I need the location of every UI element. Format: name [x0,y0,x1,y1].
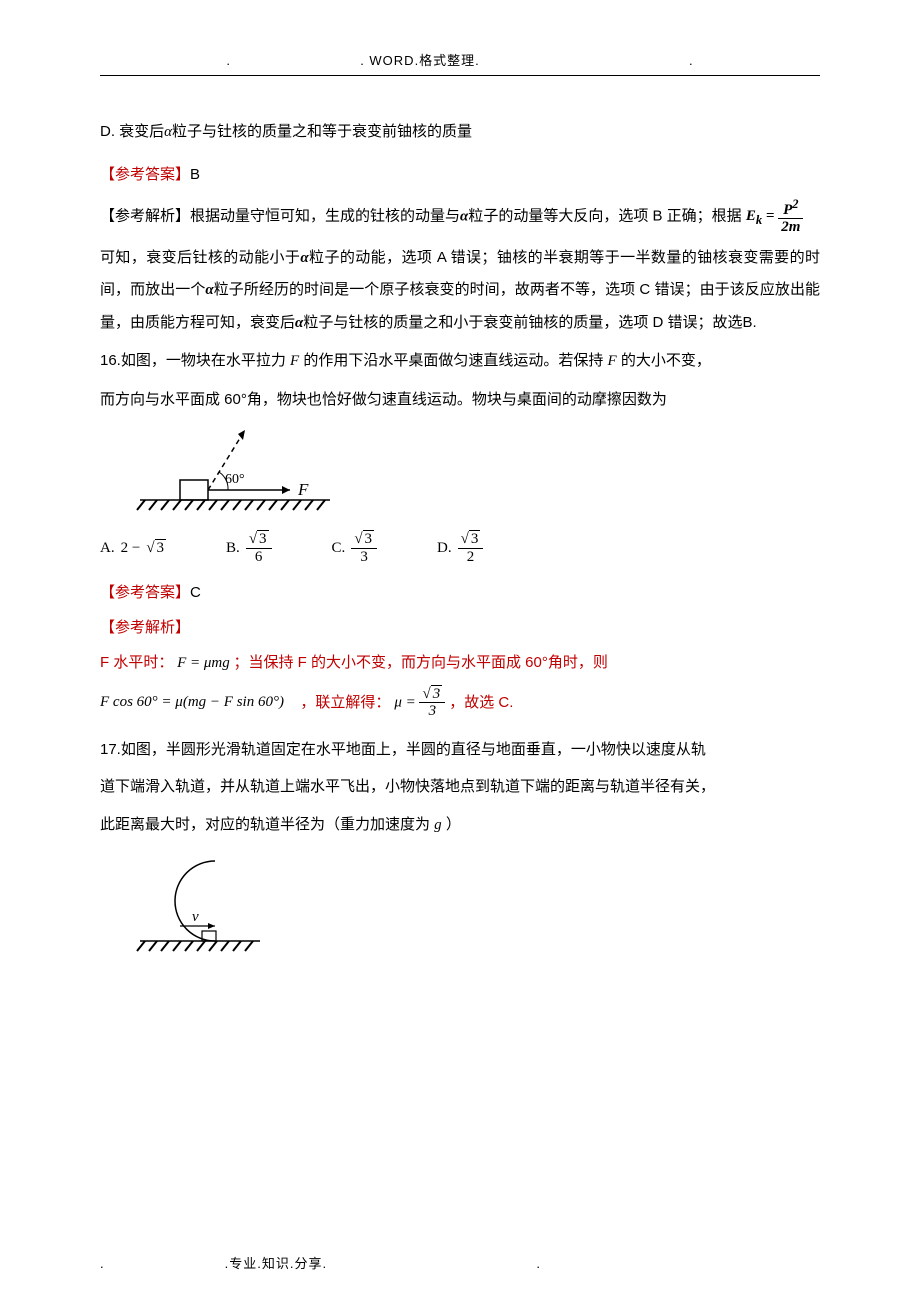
q16-diagram: 60° F [130,425,820,515]
q16-solution-1: F 水平时： F = μmg ；当保持 F 的大小不变，而方向与水平面成 60°… [100,647,820,680]
angle-label: 60° [225,472,245,487]
q16-option-d: D. 32 [437,531,483,565]
q16-stem-1: 16.如图，一物块在水平拉力 F 的作用下沿水平桌面做匀速直线运动。若保持 F … [100,345,820,378]
q16-option-c: C. 33 [332,531,378,565]
eq2: F cos 60° = μ(mg − F sin 60°) [100,687,284,719]
header-right: . [689,53,694,68]
q15-answer: 【参考答案】B [100,163,820,184]
q15-a1-t2: 粒子的动量等大反向，选项 B 正确；根据 [468,207,741,224]
footer-center: .专业.知识.分享. [225,1256,327,1271]
q16-solution-2: F cos 60° = μ(mg − F sin 60°) ，联立解得： μ =… [100,686,820,720]
footer-left: . [100,1256,220,1271]
q16-stem-2: 而方向与水平面成 60°角，物块也恰好做匀速直线运动。物块与桌面间的动摩擦因数为 [100,384,820,416]
force-diagram-svg: 60° F [130,425,350,515]
header-left: . [226,53,231,68]
q17-stem-3: 此距离最大时，对应的轨道半径为（重力加速度为 g ） [100,809,820,842]
mu-result: μ = 33 [394,686,445,720]
page-footer: . .专业.知识.分享. . [100,1253,820,1272]
document-page: . . WORD.格式整理. . D. 衰变后α粒子与钍核的质量之和等于衰变前铀… [0,0,920,1302]
header-center: . WORD.格式整理. [360,53,480,68]
analysis-bracket: 【参考解析】 [100,207,190,224]
q16-analysis-label: 【参考解析】 [100,616,820,637]
q15-analysis-p2: 可知，衰变后钍核的动能小于α粒子的动能，选项 A 错误；铀核的半衰期等于一半数量… [100,242,820,340]
v-label: v [192,909,199,925]
footer-right: . [536,1256,541,1271]
q16-option-a: A. 2 −3 [100,540,166,557]
ek-formula: Ek = P22m [746,208,804,224]
page-header: . . WORD.格式整理. . [100,50,820,75]
q17-stem-2: 道下端滑入轨道，并从轨道上端水平飞出，小物快落地点到轨道下端的距离与轨道半径有关… [100,771,820,803]
force-label: F [297,480,309,499]
q15-a1-t1: 根据动量守恒可知，生成的钍核的动量与 [190,207,460,224]
q17-stem-1: 17.如图，半圆形光滑轨道固定在水平地面上，半圆的直径与地面垂直，一小物快以速度… [100,734,820,766]
q16-answer: 【参考答案】C [100,581,820,602]
q15-analysis-p1: 【参考解析】根据动量守恒可知，生成的钍核的动量与α粒子的动量等大反向，选项 B … [100,198,820,236]
q16-options: A. 2 −3 B. 36 C. 33 D. 32 [100,531,820,565]
q15-option-d: D. 衰变后α粒子与钍核的质量之和等于衰变前铀核的质量 [100,116,820,149]
header-rule [100,75,820,76]
q16-option-b: B. 36 [226,531,272,565]
q17-diagram: v [120,851,820,966]
q15-answer-letter: B [190,166,200,183]
answer-bracket: 【参考答案】 [100,166,190,183]
semicircle-svg: v [120,851,300,961]
